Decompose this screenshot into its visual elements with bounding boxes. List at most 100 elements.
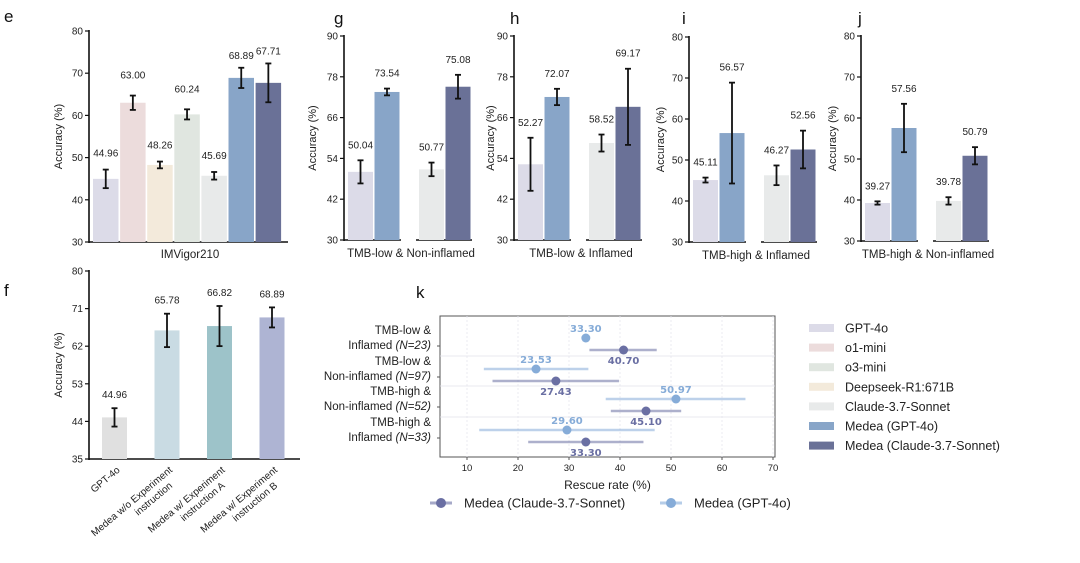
y-category-n: (N=33) bbox=[396, 432, 432, 444]
bar-claude-3-7-sonnet bbox=[201, 175, 227, 242]
x-tick-label: 10 bbox=[462, 463, 473, 474]
y-tick-label: 54 bbox=[497, 154, 509, 165]
x-axis-label: TMB-high & Inflamed bbox=[702, 250, 810, 262]
bar-medea-claude-3-7-sonnet- bbox=[962, 155, 988, 241]
y-tick-label: 35 bbox=[72, 455, 84, 466]
bar-gpt-4o bbox=[93, 178, 119, 242]
legend-swatch bbox=[809, 402, 834, 411]
model-legend: GPT-4o o1-mini o3-mini Deepseek-R1:671B Clau… bbox=[809, 322, 1000, 453]
panel-letter-f: f bbox=[4, 281, 9, 300]
y-axis-label: Accuracy (%) bbox=[307, 105, 319, 170]
bar-deepseek-r1-671b bbox=[147, 164, 173, 242]
y-tick-label: 30 bbox=[497, 236, 509, 247]
x-tick-label: 20 bbox=[513, 463, 524, 474]
bar-medea-gpt-4o- bbox=[228, 77, 254, 242]
x-tick-label: 40 bbox=[615, 463, 626, 474]
value-label: 44.96 bbox=[102, 390, 127, 401]
panel-letter-k: k bbox=[416, 283, 425, 302]
x-tick-label: 50 bbox=[666, 463, 677, 474]
point-gpt bbox=[581, 333, 591, 343]
value-label: 39.78 bbox=[936, 177, 961, 188]
y-tick-label: 70 bbox=[72, 69, 84, 80]
y-category-name: Non-inflamed bbox=[324, 371, 396, 383]
y-tick-label: 40 bbox=[844, 196, 856, 207]
x-tick-label: 70 bbox=[768, 463, 779, 474]
y-category-line2: Non-inflamed (N=52) bbox=[324, 401, 431, 413]
legend-label: o3-mini bbox=[845, 361, 886, 375]
legend-marker bbox=[436, 498, 446, 508]
legend-label: o1-mini bbox=[845, 341, 886, 355]
x-axis-label: TMB-low & Non-inflamed bbox=[347, 248, 475, 260]
y-tick-label: 30 bbox=[72, 238, 84, 249]
value-label: 65.78 bbox=[154, 296, 179, 307]
legend-label: Medea (GPT-4o) bbox=[694, 496, 791, 511]
legend-label: Medea (Claude-3.7-Sonnet) bbox=[464, 496, 625, 511]
y-tick-label: 90 bbox=[327, 32, 339, 43]
legend-swatch bbox=[809, 363, 834, 372]
legend-swatch bbox=[809, 441, 834, 450]
y-tick-label: 50 bbox=[672, 156, 684, 167]
y-tick-label: 71 bbox=[72, 304, 84, 315]
value-label: 73.54 bbox=[374, 69, 399, 80]
panel-k-chart: 10 20 30 40 50 60 70 Rescue rate (%) TMB-low & In… bbox=[324, 315, 791, 511]
bar-gpt-4o bbox=[865, 202, 890, 241]
y-tick-label: 30 bbox=[327, 236, 339, 247]
y-tick-label: 60 bbox=[844, 114, 856, 125]
value-label: 63.00 bbox=[120, 71, 145, 82]
point-claude bbox=[641, 406, 651, 416]
value-label-gpt: 23.53 bbox=[520, 355, 552, 366]
y-category-line2: Inflamed (N=33) bbox=[348, 432, 431, 444]
value-label: 66.82 bbox=[207, 288, 232, 299]
y-tick-label: 30 bbox=[844, 237, 856, 248]
bar-f-3 bbox=[259, 317, 285, 459]
point-claude bbox=[581, 437, 591, 447]
y-category-line2: Inflamed (N=23) bbox=[348, 340, 431, 352]
bar-claude-3-7-sonnet bbox=[419, 169, 444, 240]
point-gpt bbox=[671, 394, 681, 404]
y-tick-label: 40 bbox=[672, 197, 684, 208]
y-category-line1: TMB-low & bbox=[375, 325, 432, 337]
panel-letter-j: j bbox=[857, 9, 862, 28]
y-tick-label: 42 bbox=[497, 195, 509, 206]
bar-medea-claude-3-7-sonnet- bbox=[445, 86, 471, 240]
x-tick-label: 60 bbox=[717, 463, 728, 474]
value-label-gpt: 29.60 bbox=[551, 416, 583, 427]
value-label: 68.89 bbox=[259, 289, 284, 300]
value-label: 50.79 bbox=[962, 127, 987, 138]
y-tick-label: 40 bbox=[72, 195, 84, 206]
value-label: 56.57 bbox=[719, 63, 744, 74]
value-label-gpt: 50.97 bbox=[660, 385, 692, 396]
panel-letter-i: i bbox=[682, 9, 686, 28]
value-label: 52.56 bbox=[790, 111, 815, 122]
legend-label: Medea (GPT-4o) bbox=[845, 420, 938, 434]
y-tick-label: 80 bbox=[72, 27, 84, 38]
y-category-name: Non-inflamed bbox=[324, 401, 396, 413]
value-label: 52.27 bbox=[518, 118, 543, 129]
y-tick-label: 80 bbox=[672, 33, 684, 44]
x-axis-label: IMVigor210 bbox=[161, 249, 220, 261]
legend-label: Medea (Claude-3.7-Sonnet) bbox=[845, 439, 1000, 453]
y-category-line1: TMB-low & bbox=[375, 356, 432, 368]
y-category-line1: TMB-high & bbox=[370, 417, 431, 429]
value-label-claude: 33.30 bbox=[570, 448, 602, 459]
y-tick-label: 70 bbox=[672, 74, 684, 85]
panel-letter-g: g bbox=[334, 9, 343, 28]
x-axis-label: Rescue rate (%) bbox=[564, 478, 651, 492]
legend-swatch bbox=[809, 382, 834, 391]
y-tick-label: 42 bbox=[327, 195, 339, 206]
y-axis-label: Accuracy (%) bbox=[53, 332, 65, 397]
legend-label: GPT-4o bbox=[845, 322, 888, 336]
y-category-n: (N=52) bbox=[396, 401, 432, 413]
value-label: 48.26 bbox=[147, 141, 172, 152]
bar-claude-3-7-sonnet bbox=[589, 143, 614, 240]
x-tick-label: 30 bbox=[564, 463, 575, 474]
value-label: 57.56 bbox=[891, 84, 916, 95]
y-tick-label: 62 bbox=[72, 342, 84, 353]
value-label: 60.24 bbox=[175, 84, 200, 95]
y-tick-label: 50 bbox=[844, 155, 856, 166]
x-tick-label: GPT-4o bbox=[89, 465, 123, 496]
bar-gpt-4o bbox=[693, 180, 718, 242]
bar-claude-3-7-sonnet bbox=[764, 175, 789, 242]
panel-g-chart: 30 42 54 66 78 90 Accuracy (%) 50.04 73.54 50.77 7… bbox=[307, 32, 475, 261]
point-gpt bbox=[562, 425, 572, 435]
